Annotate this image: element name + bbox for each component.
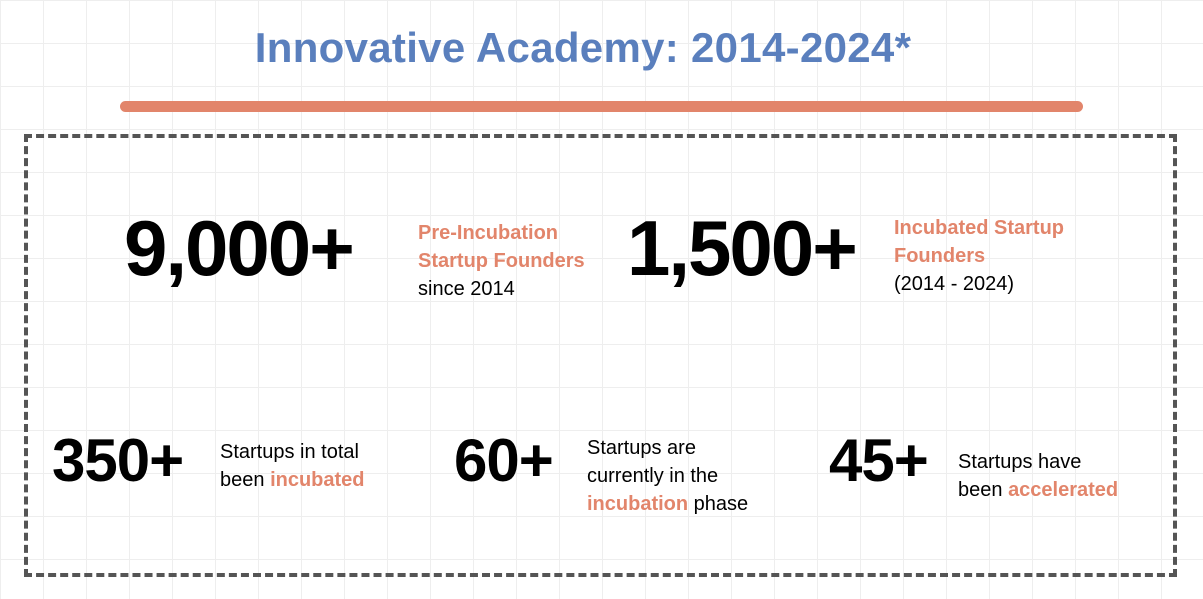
stat-label-line: Startups in total — [220, 441, 359, 463]
title-underline — [120, 101, 1083, 112]
stat-label-line: currently in the — [587, 465, 719, 487]
stat-label-line: Startups have — [958, 451, 1082, 473]
stat-label-line: Incubated Startup — [894, 217, 1065, 239]
stat-number-incubated-startups: 350+ — [52, 427, 184, 494]
stat-label-line: Startup Founders — [418, 250, 585, 272]
stat-number-incubated-founders: 1,500+ — [627, 204, 858, 292]
stat-label-text: been — [220, 469, 271, 491]
stat-label-line: been incubated — [220, 466, 365, 494]
stat-number-accelerated: 45+ — [829, 427, 929, 494]
stats-frame — [24, 134, 1177, 577]
stat-label-line: Pre-Incubation — [418, 222, 559, 244]
stat-desc-incubated-founders: Incubated Startup Founders (2014 - 2024) — [894, 214, 1064, 298]
stat-label-line: Founders — [894, 245, 986, 267]
stat-label-line: incubation phase — [587, 490, 748, 518]
stat-label-line: been accelerated — [958, 476, 1118, 504]
stat-desc-incubated-startups: Startups in total been incubated — [220, 438, 365, 494]
stat-desc-accelerated: Startups have been accelerated — [958, 448, 1118, 504]
stat-desc-pre-incubation: Pre-Incubation Startup Founders since 20… — [418, 219, 585, 303]
stat-label-line: (2014 - 2024) — [894, 273, 1015, 295]
stat-desc-current-incubation: Startups are currently in the incubation… — [587, 434, 748, 518]
stat-label-highlight: accelerated — [1008, 479, 1119, 501]
stat-number-pre-incubation: 9,000+ — [124, 204, 355, 292]
stat-label-highlight: incubation — [587, 493, 689, 515]
stat-label-highlight: incubated — [270, 469, 365, 491]
stat-label-text: been — [958, 479, 1009, 501]
stat-label-line: Startups are — [587, 437, 696, 459]
page-title: Innovative Academy: 2014-2024* — [254, 24, 912, 71]
stat-label-text: phase — [688, 493, 749, 515]
stat-number-current-incubation: 60+ — [454, 427, 554, 494]
stat-label-line: since 2014 — [418, 278, 515, 300]
